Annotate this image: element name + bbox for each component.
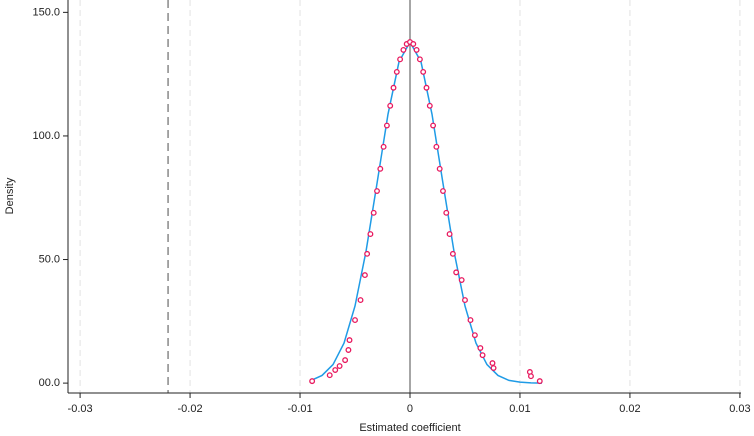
- density-curve: [310, 40, 542, 384]
- data-point: [367, 231, 374, 238]
- data-point: [443, 209, 450, 216]
- data-point: [426, 102, 433, 109]
- data-point: [446, 231, 453, 238]
- data-point: [352, 317, 358, 324]
- data-point: [440, 188, 446, 195]
- y-tick-label: 150.0: [32, 6, 60, 18]
- data-point: [462, 297, 468, 304]
- data-point: [361, 272, 368, 279]
- data-point: [346, 337, 353, 344]
- data-point: [449, 250, 456, 257]
- y-tick-label: 100.0: [32, 130, 60, 142]
- data-point: [342, 357, 349, 364]
- data-point: [413, 46, 420, 53]
- data-point: [477, 345, 484, 351]
- x-tick-label: 0.03: [729, 403, 750, 415]
- data-point: [336, 363, 343, 370]
- data-point: [471, 332, 478, 339]
- x-axis-label: Estimated coefficient: [359, 422, 460, 434]
- data-point: [397, 56, 404, 63]
- data-point: [423, 84, 430, 91]
- data-point: [387, 102, 394, 109]
- data-point: [390, 84, 397, 91]
- data-point: [430, 122, 437, 129]
- data-point: [383, 122, 390, 129]
- data-point: [377, 165, 384, 172]
- data-point: [420, 68, 427, 75]
- data-point: [364, 250, 371, 257]
- y-tick-label: 50.0: [39, 253, 60, 265]
- data-point: [357, 297, 364, 304]
- data-point: [436, 165, 443, 172]
- data-point: [467, 317, 474, 324]
- data-point: [536, 378, 543, 385]
- data-point: [416, 56, 423, 63]
- data-point: [528, 373, 534, 380]
- data-point: [345, 347, 352, 353]
- x-tick-label: -0.01: [287, 403, 312, 415]
- x-tick-label: -0.03: [68, 403, 93, 415]
- y-tick-label: 00.0: [39, 377, 60, 389]
- data-point: [433, 143, 440, 150]
- x-tick-label: 0.01: [509, 403, 530, 415]
- data-point: [489, 360, 496, 367]
- data-point: [458, 277, 465, 283]
- data-point: [380, 143, 387, 150]
- data-point: [393, 68, 400, 75]
- data-point: [332, 367, 339, 373]
- y-axis-label: Density: [4, 177, 16, 214]
- x-tick-label: 0: [407, 403, 413, 415]
- data-point: [490, 365, 497, 371]
- data-point: [370, 209, 377, 216]
- data-point: [453, 269, 460, 276]
- x-tick-label: 0.02: [619, 403, 640, 415]
- data-point: [479, 352, 486, 359]
- data-point: [410, 41, 417, 47]
- x-tick-label: -0.02: [178, 403, 203, 415]
- data-point: [400, 46, 407, 53]
- data-point: [374, 188, 380, 195]
- data-point: [309, 378, 316, 385]
- data-point: [326, 372, 333, 379]
